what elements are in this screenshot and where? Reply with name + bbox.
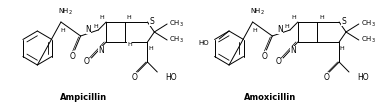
Text: H: H	[148, 46, 153, 50]
Text: CH$_3$: CH$_3$	[169, 35, 184, 45]
Text: HO: HO	[199, 40, 209, 46]
Text: H: H	[252, 28, 257, 33]
Text: O: O	[84, 57, 90, 67]
Text: O: O	[262, 52, 267, 60]
Text: O: O	[275, 57, 281, 67]
Text: H: H	[93, 23, 98, 29]
Text: H: H	[319, 15, 324, 19]
Text: N: N	[277, 25, 283, 33]
Text: HO: HO	[165, 73, 177, 81]
Text: N: N	[290, 46, 296, 54]
Text: CH$_3$: CH$_3$	[169, 19, 184, 29]
Text: H: H	[340, 46, 344, 50]
Text: Ampicillin: Ampicillin	[60, 92, 107, 101]
Text: Amoxicillin: Amoxicillin	[244, 92, 296, 101]
Text: H: H	[60, 28, 65, 33]
Text: S: S	[149, 16, 154, 26]
Text: O: O	[324, 73, 329, 81]
Text: S: S	[341, 16, 346, 26]
Text: N: N	[98, 46, 104, 54]
Text: H: H	[100, 15, 105, 19]
Text: CH$_3$: CH$_3$	[361, 35, 376, 45]
Text: H: H	[126, 15, 131, 19]
Text: O: O	[70, 52, 76, 60]
Text: NH$_2$: NH$_2$	[250, 7, 265, 17]
Text: H: H	[291, 15, 296, 19]
Text: O: O	[132, 73, 138, 81]
Text: H: H	[127, 42, 132, 46]
Text: CH$_3$: CH$_3$	[361, 19, 376, 29]
Text: N: N	[85, 25, 91, 33]
Text: H: H	[285, 23, 290, 29]
Text: NH$_2$: NH$_2$	[58, 7, 73, 17]
Text: HO: HO	[357, 73, 369, 81]
